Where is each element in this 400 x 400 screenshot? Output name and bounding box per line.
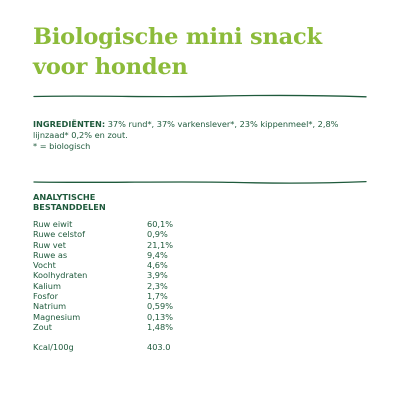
ingredients-label: INGREDIËNTEN: [33, 119, 106, 129]
analysis-heading: ANALYTISCHE BESTANDDELEN [33, 192, 106, 212]
nutrient-name: Vocht [33, 260, 56, 271]
nutrient-value: 0,59% [147, 301, 174, 312]
nutrient-name: Ruw vet [33, 239, 66, 250]
nutrient-value: 1,7% [147, 291, 168, 302]
nutrient-row: Ruwe as 9,4% [33, 250, 173, 260]
nutrient-name: Koolhydraten [33, 270, 88, 281]
nutrient-row: Kalium 2,3% [33, 281, 173, 291]
energy-row: Kcal/100g 403.0 [33, 342, 170, 352]
nutrient-row: Ruwe celstof 0,9% [33, 229, 173, 239]
nutrient-row: Ruw eiwit 60,1% [33, 219, 173, 229]
nutrient-value: 21,1% [147, 239, 174, 250]
nutrient-row: Fosfor 1,7% [33, 291, 173, 301]
nutrient-name: Natrium [33, 301, 67, 312]
divider [33, 92, 367, 100]
nutrient-value: 9,4% [147, 249, 168, 260]
analysis-heading-line1: ANALYTISCHE [33, 192, 96, 202]
ingredients-text: 37% rund*, 37% varkenslever*, 23% kippen… [33, 119, 339, 140]
energy-value: 403.0 [147, 342, 171, 352]
ingredients-note: * = biologisch [33, 141, 91, 151]
nutrient-value: 1,48% [147, 321, 174, 332]
page-title: Biologische mini snack voor honden [33, 24, 322, 80]
nutrient-row: Koolhydraten 3,9% [33, 270, 173, 280]
nutrient-name: Ruwe as [33, 249, 68, 260]
nutrient-value: 2,3% [147, 280, 168, 291]
nutrient-value: 0,13% [147, 311, 174, 322]
nutrient-name: Zout [33, 321, 53, 332]
nutrient-name: Kalium [33, 280, 61, 291]
nutrient-value: 60,1% [147, 219, 174, 229]
nutrient-row: Vocht 4,6% [33, 260, 173, 270]
nutrient-row: Natrium 0,59% [33, 301, 173, 311]
nutrient-row: Zout 1,48% [33, 322, 173, 332]
nutrient-value: 4,6% [147, 260, 168, 271]
nutrient-name: Magnesium [33, 311, 81, 322]
analysis-heading-line2: BESTANDDELEN [33, 202, 106, 212]
nutrient-name: Ruwe celstof [33, 229, 86, 240]
nutrient-value: 3,9% [147, 270, 168, 281]
nutrient-value: 0,9% [147, 229, 168, 240]
divider [33, 178, 367, 186]
energy-label: Kcal/100g [33, 342, 74, 352]
nutrient-list: Ruw eiwit 60,1% Ruwe celstof 0,9% Ruw vet 2… [33, 219, 173, 332]
nutrient-row: Magnesium 0,13% [33, 312, 173, 322]
ingredients-section: INGREDIËNTEN: 37% rund*, 37% varkensleve… [33, 119, 369, 152]
nutrient-name: Fosfor [33, 291, 58, 302]
nutrient-row: Ruw vet 21,1% [33, 240, 173, 250]
nutrient-name: Ruw eiwit [33, 219, 73, 229]
